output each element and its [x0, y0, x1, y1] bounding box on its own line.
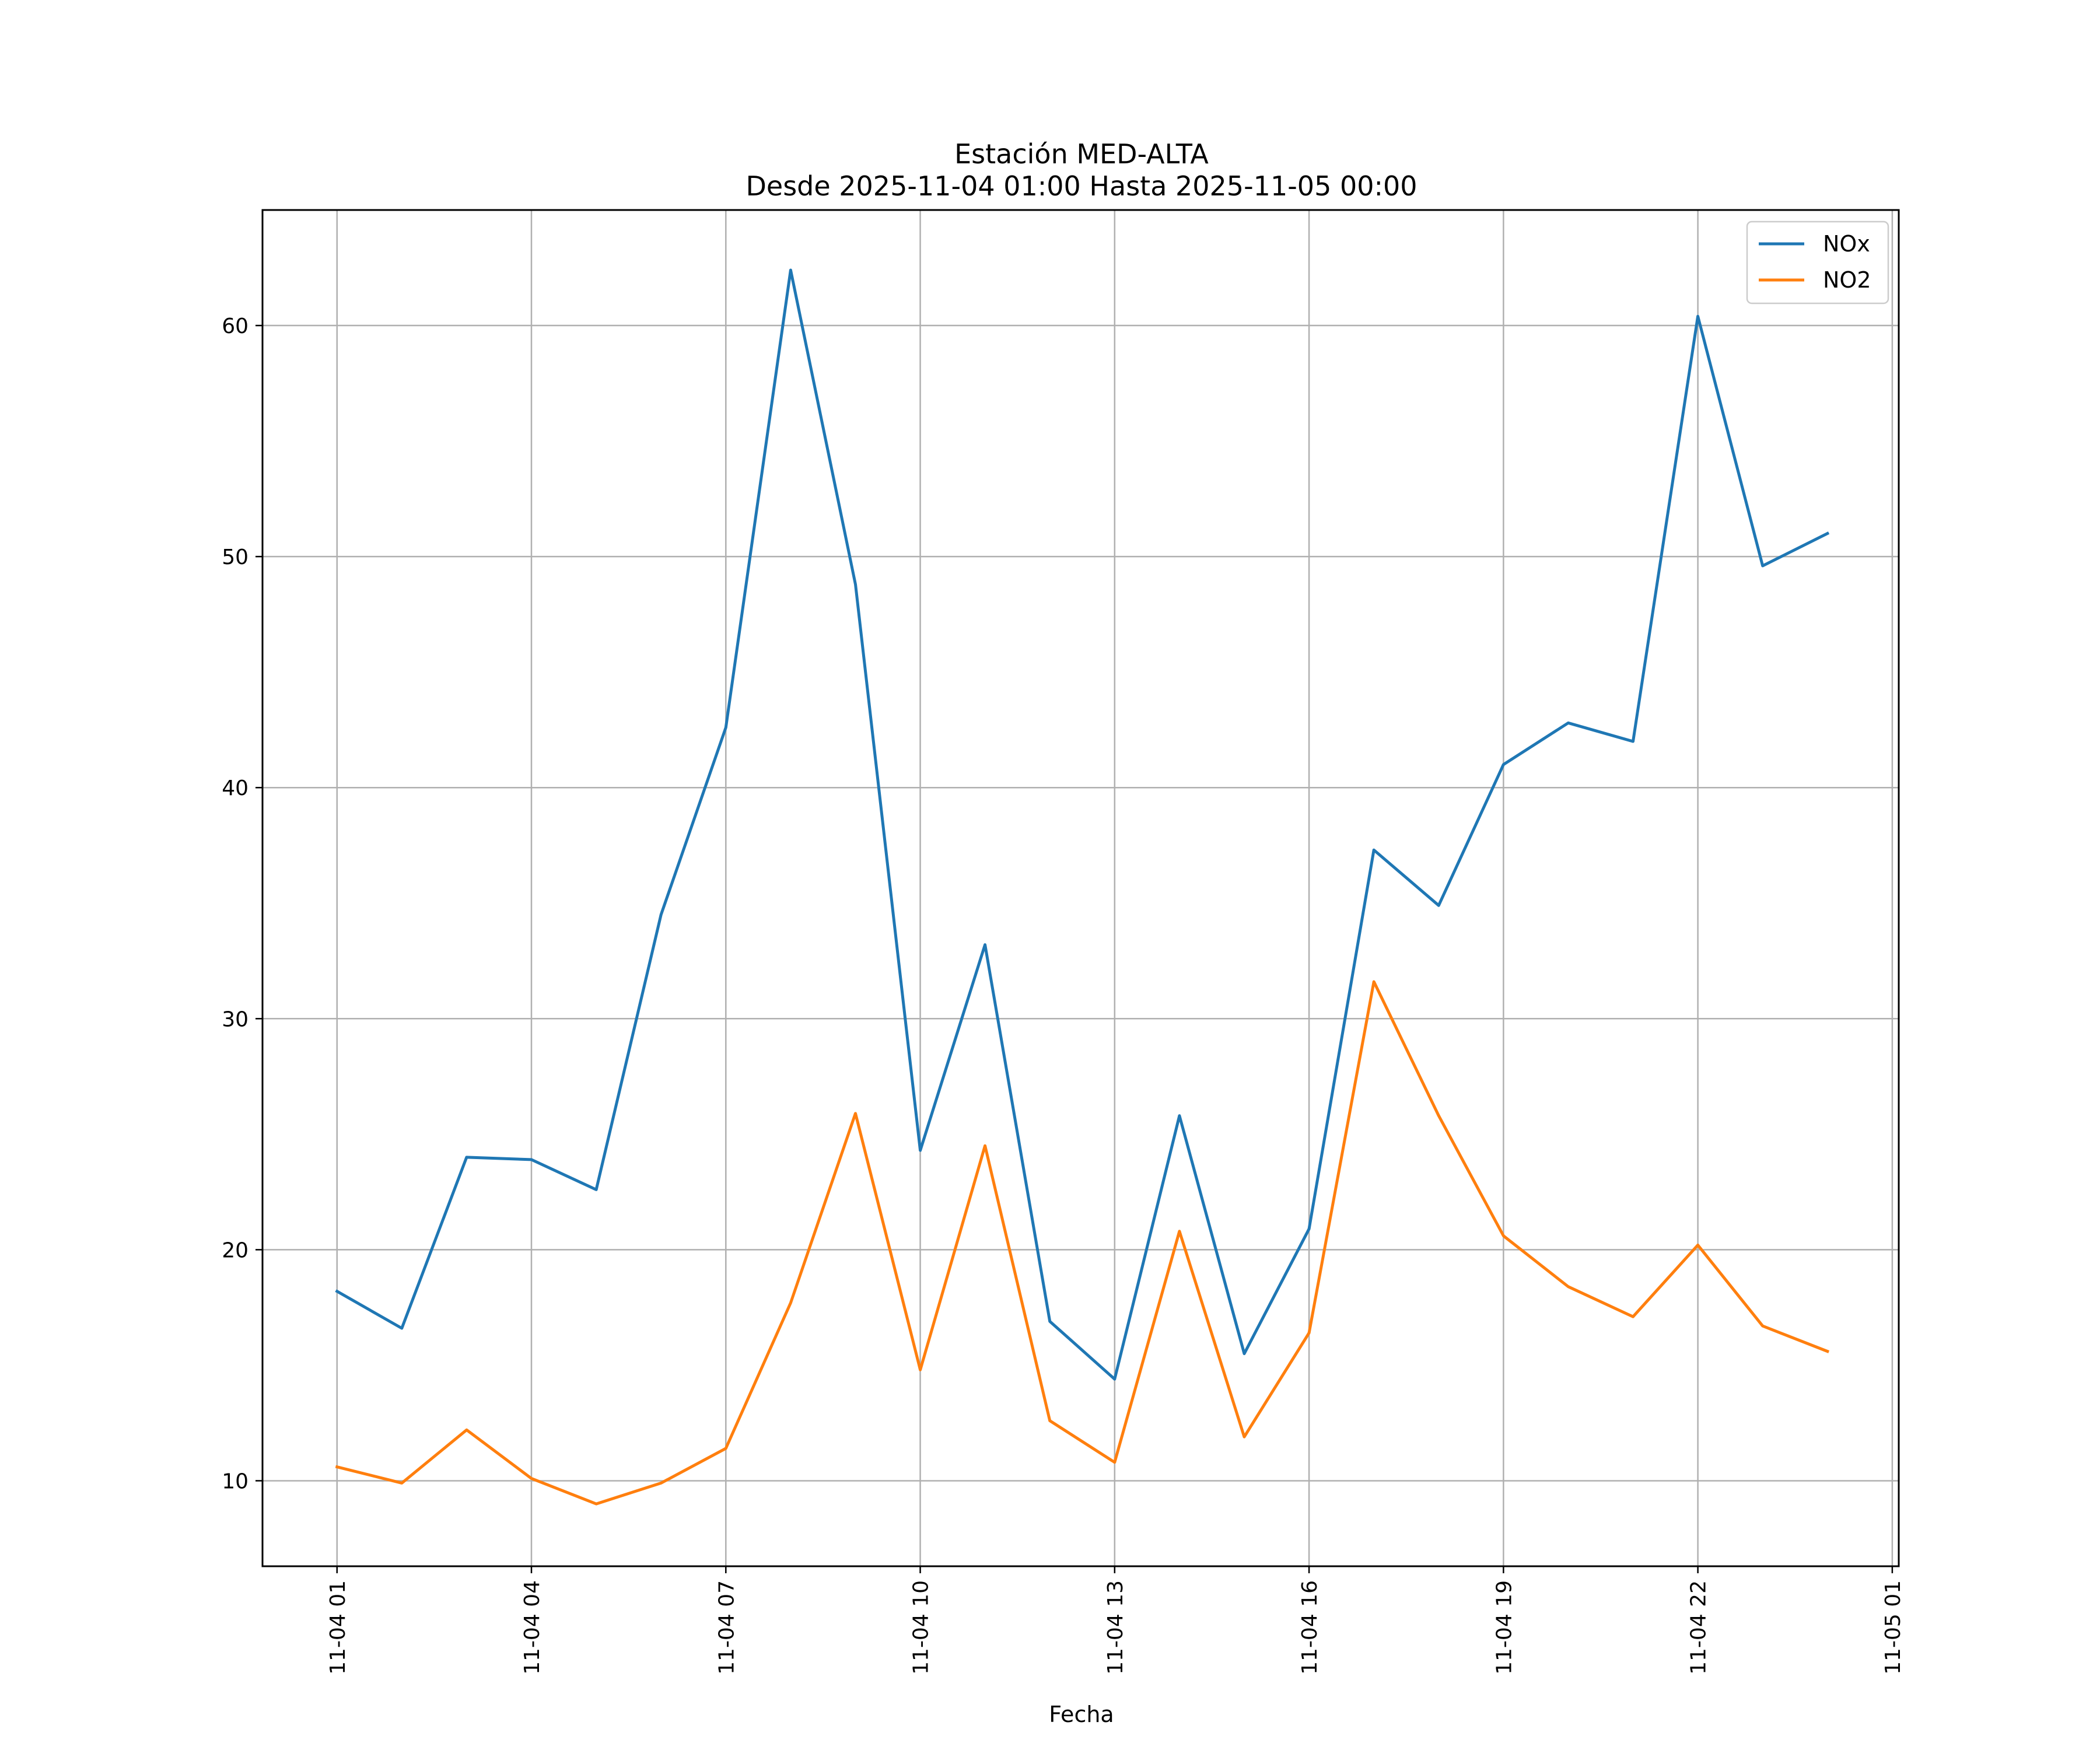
series-nox-line — [335, 268, 1830, 1381]
y-tick-label: 50 — [222, 545, 249, 569]
x-axis-ticks: 11-04 01 11-04 04 11-04 07 11-04 10 11-04 13… — [326, 1566, 1905, 1675]
x-tick-label: 11-04 04 — [520, 1580, 544, 1675]
y-tick-label: 20 — [222, 1238, 249, 1262]
plot-area-frame — [261, 209, 1900, 1567]
grid — [262, 210, 1899, 1566]
legend-nox-label: NOx — [1823, 231, 1870, 257]
y-tick-label: 40 — [222, 776, 249, 800]
y-tick-label: 30 — [222, 1007, 249, 1031]
series-no2-line — [335, 980, 1830, 1506]
chart-subtitle: Desde 2025-11-04 01:00 Hasta 2025-11-05 … — [746, 170, 1417, 202]
y-tick-label: 60 — [222, 314, 249, 338]
y-axis-ticks: 10 20 30 40 50 60 — [222, 314, 262, 1493]
x-tick-label: 11-04 19 — [1492, 1580, 1516, 1675]
x-axis-label: Fecha — [1049, 1702, 1114, 1727]
x-tick-label: 11-04 22 — [1687, 1580, 1711, 1675]
legend-no2-label: NO2 — [1823, 267, 1871, 293]
x-tick-label: 11-04 07 — [715, 1580, 738, 1675]
legend-frame — [1746, 220, 1889, 304]
y-tick-label: 10 — [222, 1469, 249, 1493]
series-lines — [335, 268, 1830, 1506]
x-tick-label: 11-04 13 — [1104, 1580, 1128, 1675]
chart-title: Estación MED-ALTA — [954, 138, 1209, 170]
x-tick-label: 11-04 01 — [326, 1580, 350, 1675]
x-tick-label: 11-04 16 — [1298, 1580, 1322, 1675]
x-tick-label: 11-04 10 — [909, 1580, 933, 1675]
x-tick-label: 11-05 01 — [1881, 1580, 1905, 1675]
legend: NOx NO2 — [1746, 220, 1889, 304]
